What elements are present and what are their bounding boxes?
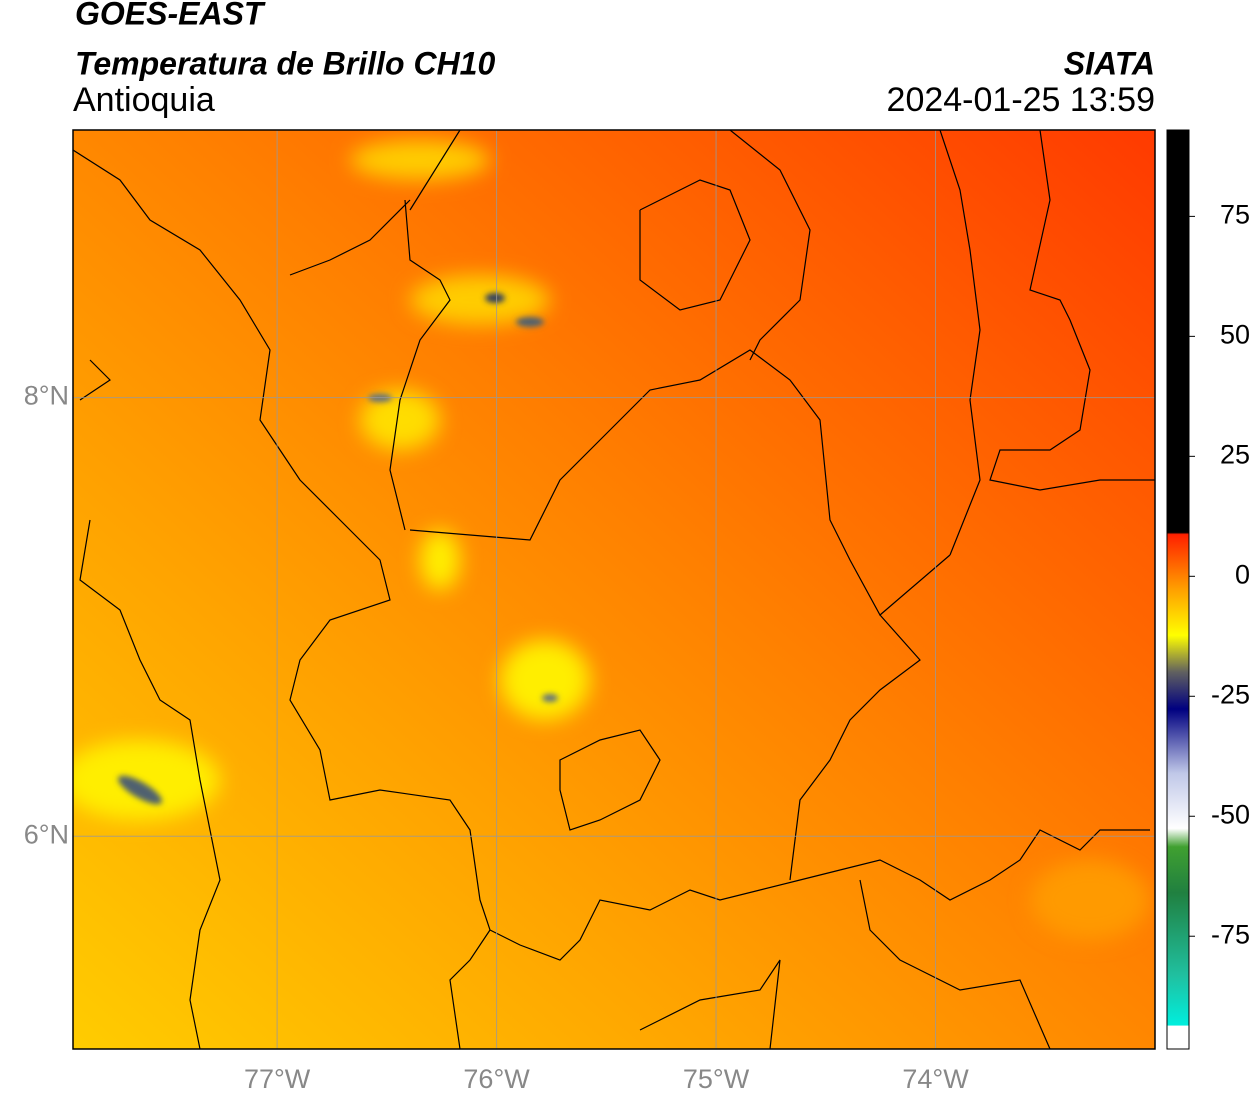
colorbar-tick-label: 0	[1235, 559, 1250, 589]
boundaries	[73, 130, 1155, 1049]
cloud-cores	[117, 293, 558, 805]
graticule	[73, 130, 1155, 1049]
source: SIATA	[1064, 45, 1155, 81]
y-tick-label: 8°N	[24, 381, 69, 411]
map-frame	[72, 129, 1156, 1050]
colorbar-tick-label: -75	[1211, 919, 1250, 949]
colorbar-tick-label: 25	[1220, 439, 1250, 469]
colorbar	[1166, 129, 1190, 1050]
x-tick-label: 76°W	[463, 1064, 530, 1094]
map-field	[73, 130, 1155, 1049]
title: GOES-EAST	[75, 0, 266, 31]
colorbar-tick-label: 50	[1220, 319, 1250, 349]
subtitle: Temperatura de Brillo CH10	[75, 45, 495, 81]
x-tick-label: 74°W	[902, 1064, 969, 1094]
cold-cloud-areas	[73, 140, 1150, 940]
x-tick-label: 75°W	[683, 1064, 750, 1094]
x-tick-label: 77°W	[244, 1064, 311, 1094]
temperature-field	[73, 130, 1155, 1049]
colorbar-tick-label: -25	[1211, 679, 1250, 709]
timestamp: 2024-01-25 13:59	[887, 81, 1155, 119]
colorbar-tick-label: 75	[1220, 200, 1250, 230]
y-tick-label: 6°N	[24, 819, 69, 849]
region: Antioquia	[73, 81, 215, 119]
colorbar-tick-label: -50	[1211, 799, 1250, 829]
